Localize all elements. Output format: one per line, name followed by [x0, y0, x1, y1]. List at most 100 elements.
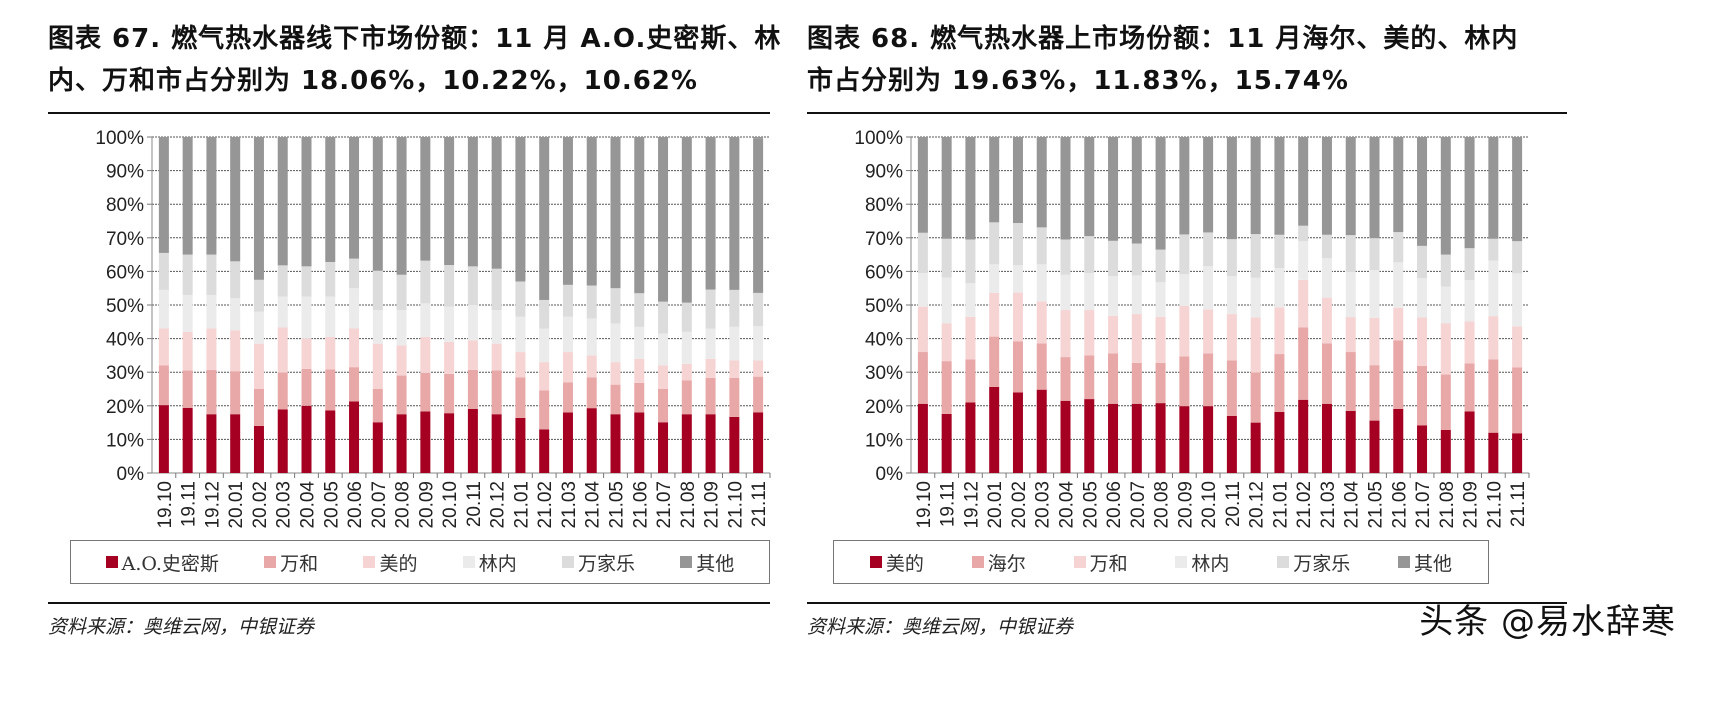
bar-segment: [1012, 223, 1023, 266]
legend-label: 万和: [1089, 552, 1128, 575]
bar-segment: [539, 429, 550, 473]
bar-segment: [1250, 372, 1261, 423]
bar-segment: [1203, 406, 1214, 473]
bar-segment: [1512, 326, 1523, 368]
bar-segment: [1417, 137, 1428, 246]
bar-segment: [610, 323, 621, 363]
y-tick-label: 30%: [865, 363, 903, 384]
y-tick-label: 20%: [865, 397, 903, 418]
bar-segment: [917, 403, 928, 473]
bar-segment: [467, 369, 478, 409]
bar-segment: [1012, 137, 1023, 224]
bar-segment: [705, 414, 716, 473]
y-tick-label: 0%: [117, 464, 145, 485]
legend-label: 其他: [696, 552, 735, 575]
bar-segment: [301, 338, 312, 369]
bar-segment: [1369, 137, 1380, 239]
bar-segment: [1226, 239, 1237, 277]
bar-segment: [1417, 245, 1428, 279]
bar-segment: [396, 375, 407, 415]
x-tick-label: 20.07: [1128, 481, 1149, 529]
bar-segment: [1345, 410, 1356, 473]
bar-segment: [1274, 307, 1285, 355]
bar-segment: [1131, 314, 1142, 363]
bar-segment: [467, 340, 478, 370]
bar-segment: [1179, 406, 1190, 473]
bar-segment: [965, 239, 976, 284]
bar-segment: [705, 137, 716, 290]
bar-segment: [1060, 274, 1071, 311]
x-tick-label: 21.03: [559, 481, 580, 529]
bar-segment: [206, 294, 217, 329]
bar-segment: [989, 292, 1000, 337]
bar-segment: [586, 285, 597, 319]
bar-segment: [1512, 137, 1523, 242]
y-tick-label: 80%: [106, 195, 144, 216]
bar-segment: [158, 137, 169, 253]
bar-segment: [1298, 399, 1309, 473]
legend-item: 美的: [869, 549, 924, 576]
bar-segment: [1417, 365, 1428, 426]
bar-segment: [634, 382, 645, 413]
bar-segment: [1060, 310, 1071, 358]
bar-segment: [467, 408, 478, 473]
x-tick-label: 21.09: [702, 481, 723, 529]
bar-segment: [1131, 275, 1142, 315]
legend-item: 万和: [1073, 549, 1128, 576]
bar-segment: [1203, 353, 1214, 407]
bar-segment: [372, 389, 383, 423]
y-tick-label: 100%: [854, 128, 903, 149]
bar-segment: [1417, 317, 1428, 366]
bar-segment: [396, 137, 407, 275]
bar-segment: [1060, 239, 1071, 275]
bar-segment: [610, 288, 621, 324]
x-tick-label: 20.04: [1057, 481, 1078, 529]
x-tick-label: 21.06: [1389, 481, 1410, 529]
bar-segment: [444, 373, 455, 414]
legend-item: 万家乐: [562, 549, 635, 576]
legend-swatch-icon: [562, 556, 574, 568]
right-source-note: 资料来源：奥维云网，中银证券: [807, 616, 1074, 638]
left-chart-legend: A.O.史密斯 万和 美的 林内 万家乐 其他: [70, 540, 770, 584]
bar-segment: [158, 289, 169, 329]
x-tick-label: 20.07: [369, 481, 390, 529]
bar-segment: [1298, 241, 1309, 280]
bar-segment: [539, 328, 550, 363]
bar-segment: [1345, 235, 1356, 273]
bar-segment: [277, 265, 288, 297]
bar-segment: [1417, 425, 1428, 473]
legend-swatch-icon: [105, 556, 118, 568]
bar-segment: [1131, 137, 1142, 244]
bar-segment: [1060, 137, 1071, 240]
bar-segment: [206, 254, 217, 295]
bar-segment: [230, 137, 241, 262]
bar-segment: [1512, 241, 1523, 274]
bar-segment: [729, 326, 740, 361]
legend-item: 林内: [1175, 549, 1229, 576]
bar-segment: [277, 409, 288, 473]
bar-segment: [634, 358, 645, 383]
bar-segment: [1084, 399, 1095, 473]
bar-segment: [277, 372, 288, 410]
bar-segment: [1036, 389, 1047, 473]
bar-segment: [1036, 343, 1047, 390]
bar-segment: [634, 293, 645, 327]
bar-segment: [705, 289, 716, 329]
bar-segment: [467, 137, 478, 267]
bar-segment: [965, 283, 976, 317]
bar-segment: [681, 302, 692, 332]
bar-segment: [182, 407, 193, 473]
bar-segment: [1179, 306, 1190, 357]
bar-segment: [729, 416, 740, 473]
x-tick-label: 21.04: [1342, 481, 1363, 529]
legend-label: 林内: [478, 552, 517, 575]
bar-segment: [1155, 403, 1166, 473]
y-tick-label: 20%: [106, 397, 144, 418]
bar-segment: [1226, 137, 1237, 240]
bar-segment: [444, 341, 455, 374]
bar-segment: [1464, 248, 1475, 281]
bar-segment: [372, 343, 383, 389]
bar-segment: [420, 260, 431, 304]
x-tick-label: 21.01: [511, 481, 532, 529]
bar-segment: [729, 289, 740, 327]
